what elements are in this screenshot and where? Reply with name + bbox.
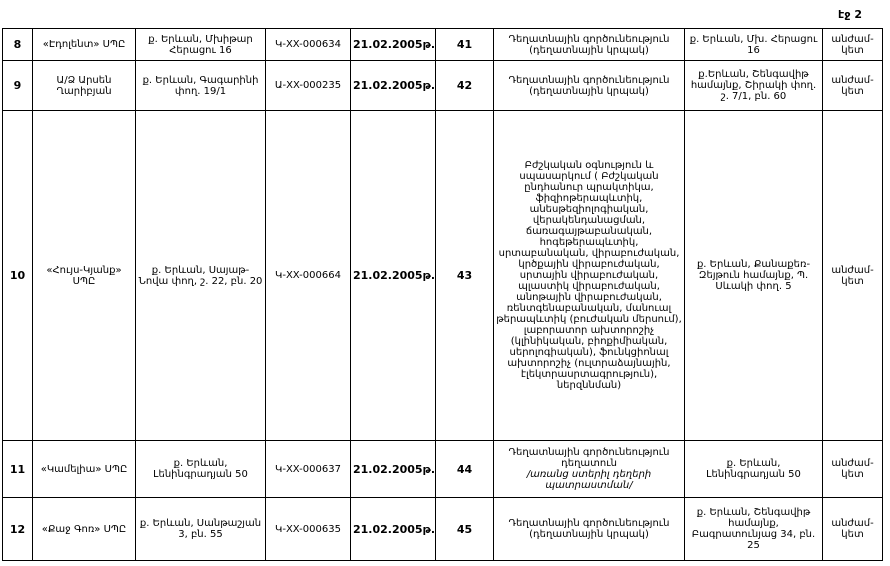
- table-row: 12 «Քաջ Գոռ» ՍՊԸ ք. Երևան, Սանթաշյան 3, բն…: [2, 497, 883, 561]
- organization-name: Ա/Ձ Արսեն Ղարիբյան: [56, 74, 112, 97]
- license-table: 8 «Էդոլենտ» ՍՊԸ ք. Երևան, Մխիթար Հերացու 1…: [2, 28, 883, 561]
- license-date: 21.02.2005թ.: [353, 38, 436, 51]
- organization-address: ք. Երևան, Սայաթ-Նովա փող, շ. 22, բն. 20: [138, 264, 263, 287]
- license-number-cell: Կ-XX-000664: [265, 110, 351, 441]
- activity-address: ք. Երևան, Մխ. Հերացու 16: [689, 33, 818, 56]
- row-number-cell: 11: [2, 440, 33, 498]
- activity-address: ք. Երևան, Շենգավիթ համայնք, Բագրատունյաց…: [691, 507, 816, 551]
- organization-address: ք. Երևան, Սանթաշյան 3, բն. 55: [139, 518, 262, 540]
- activity-type-cell: Դեղատնային գործունեություն դեղատուն/առան…: [493, 440, 685, 498]
- activity-type: Դեղատնային գործունեություն (դեղատնային կ…: [508, 33, 670, 56]
- organization-address-cell: ք. Երևան, Սայաթ-Նովա փող, շ. 22, բն. 20: [135, 110, 266, 441]
- organization-name-cell: Ա/Ձ Արսեն Ղարիբյան: [32, 60, 136, 111]
- organization-address: ք. Երևան, Մխիթար Հերացու 16: [148, 33, 253, 56]
- record-number: 41: [456, 38, 473, 51]
- row-number-cell: 9: [2, 60, 33, 111]
- license-date: 21.02.2005թ.: [353, 462, 436, 476]
- license-term-cell: անժամ-կետ: [822, 440, 883, 498]
- activity-address: ք. Երևան, Քանաքեռ-Զեյթուն համայնք, Պ. Սև…: [696, 259, 811, 292]
- license-date-cell: 21.02.2005թ.: [350, 110, 436, 441]
- activity-address-cell: ք. Երևան, Շենգավիթ համայնք, Բագրատունյաց…: [684, 497, 823, 561]
- license-date: 21.02.2005թ.: [353, 79, 436, 92]
- license-date: 21.02.2005թ.: [353, 269, 436, 282]
- row-number: 8: [13, 38, 22, 51]
- activity-type-cell: Դեղատնային գործունեություն (դեղատնային կ…: [493, 28, 685, 61]
- organization-address: ք. Երևան, Գագարինի փող. 19/1: [142, 74, 259, 97]
- table-row: 8 «Էդոլենտ» ՍՊԸ ք. Երևան, Մխիթար Հերացու 1…: [2, 28, 883, 61]
- license-date: 21.02.2005թ.: [353, 522, 436, 536]
- license-term-cell: անժամ-կետ: [822, 110, 883, 441]
- license-number-cell: Կ-XX-000637: [265, 440, 351, 498]
- activity-address-cell: ք. Երևան, Մխ. Հերացու 16: [684, 28, 823, 61]
- license-number-cell: Կ-XX-000635: [265, 497, 351, 561]
- record-number-cell: 45: [435, 497, 494, 561]
- activity-address: ք.Երևան, Շենգավիթ համայնք, Շիրակի փող. շ…: [690, 69, 817, 102]
- organization-name-cell: «Հույս-Կյանք» ՍՊԸ: [32, 110, 136, 441]
- license-term: անժամ-կետ: [831, 74, 874, 97]
- organization-name: «Հույս-Կյանք» ՍՊԸ: [46, 264, 122, 287]
- organization-address-cell: ք. Երևան, Մխիթար Հերացու 16: [135, 28, 266, 61]
- record-number-cell: 44: [435, 440, 494, 498]
- row-number: 11: [9, 462, 26, 476]
- organization-name: «Էդոլենտ» ՍՊԸ: [42, 39, 126, 50]
- activity-address: ք. Երևան, Լենինգրադյան 50: [706, 458, 801, 480]
- license-date-cell: 21.02.2005թ.: [350, 497, 436, 561]
- record-number: 44: [456, 462, 473, 476]
- license-number: Ա-XX-000235: [274, 80, 342, 91]
- license-term: անժամ-կետ: [831, 264, 874, 287]
- organization-name: «Քաջ Գոռ» ՍՊԸ: [41, 523, 127, 535]
- license-term-cell: անժամ-կետ: [822, 60, 883, 111]
- organization-address: ք. Երևան, Լենինգրադյան 50: [153, 458, 248, 480]
- license-term: անժամ-կետ: [831, 518, 874, 540]
- organization-address-cell: ք. Երևան, Գագարինի փող. 19/1: [135, 60, 266, 111]
- license-number: Կ-XX-000634: [275, 39, 341, 50]
- license-number: Կ-XX-000635: [275, 523, 341, 535]
- license-date-cell: 21.02.2005թ.: [350, 60, 436, 111]
- license-term-cell: անժամ-կետ: [822, 497, 883, 561]
- row-number-cell: 8: [2, 28, 33, 61]
- activity-type-cell: Բժշկական օգնություն և սպասարկում ( Բժշկա…: [493, 110, 685, 441]
- license-number: Կ-XX-000664: [275, 270, 341, 281]
- organization-name-cell: «Էդոլենտ» ՍՊԸ: [32, 28, 136, 61]
- organization-name-cell: «Քաջ Գոռ» ՍՊԸ: [32, 497, 136, 561]
- activity-type: Բժշկական օգնություն և սպասարկում ( Բժշկա…: [496, 160, 682, 391]
- activity-address-cell: ք. Երևան, Քանաքեռ-Զեյթուն համայնք, Պ. Սև…: [684, 110, 823, 441]
- license-number-cell: Կ-XX-000634: [265, 28, 351, 61]
- activity-note: /առանց ստերիլ դեղերի պատրաստման/: [526, 469, 652, 491]
- license-term-cell: անժամ-կետ: [822, 28, 883, 61]
- license-date-cell: 21.02.2005թ.: [350, 440, 436, 498]
- license-date-cell: 21.02.2005թ.: [350, 28, 436, 61]
- row-number-cell: 12: [2, 497, 33, 561]
- table-row: 9 Ա/Ձ Արսեն Ղարիբյան ք. Երևան, Գագարինի փո…: [2, 60, 883, 111]
- record-number-cell: 43: [435, 110, 494, 441]
- record-number-cell: 41: [435, 28, 494, 61]
- license-term: անժամ-կետ: [831, 458, 874, 480]
- activity-type-cell: Դեղատնային գործունեություն (դեղատնային կ…: [493, 60, 685, 111]
- row-number-cell: 10: [2, 110, 33, 441]
- license-number-cell: Ա-XX-000235: [265, 60, 351, 111]
- organization-name-cell: «Կամելիա» ՍՊԸ: [32, 440, 136, 498]
- table-row: 10 «Հույս-Կյանք» ՍՊԸ ք. Երևան, Սայաթ-Նովա …: [2, 110, 883, 441]
- record-number: 43: [456, 269, 473, 282]
- activity-type: Դեղատնային գործունեություն դեղատուն: [508, 447, 670, 469]
- activity-address-cell: ք.Երևան, Շենգավիթ համայնք, Շիրակի փող. շ…: [684, 60, 823, 111]
- activity-type: Դեղատնային գործունեություն (դեղատնային կ…: [508, 74, 670, 97]
- activity-type-cell: Դեղատնային գործունեություն (դեղատնային կ…: [493, 497, 685, 561]
- page-number: էջ 2: [838, 8, 862, 21]
- record-number: 42: [456, 79, 473, 92]
- organization-address-cell: ք. Երևան, Լենինգրադյան 50: [135, 440, 266, 498]
- row-number: 10: [9, 269, 26, 282]
- record-number-cell: 42: [435, 60, 494, 111]
- row-number: 12: [9, 522, 26, 536]
- organization-address-cell: ք. Երևան, Սանթաշյան 3, բն. 55: [135, 497, 266, 561]
- row-number: 9: [13, 79, 22, 92]
- license-term: անժամ-կետ: [831, 33, 874, 56]
- license-number: Կ-XX-000637: [275, 463, 341, 475]
- activity-type: Դեղատնային գործունեություն (դեղատնային կ…: [508, 518, 670, 540]
- organization-name: «Կամելիա» ՍՊԸ: [40, 463, 128, 475]
- activity-address-cell: ք. Երևան, Լենինգրադյան 50: [684, 440, 823, 498]
- record-number: 45: [456, 522, 473, 536]
- table-row: 11 «Կամելիա» ՍՊԸ ք. Երևան, Լենինգրադյան 50…: [2, 440, 883, 498]
